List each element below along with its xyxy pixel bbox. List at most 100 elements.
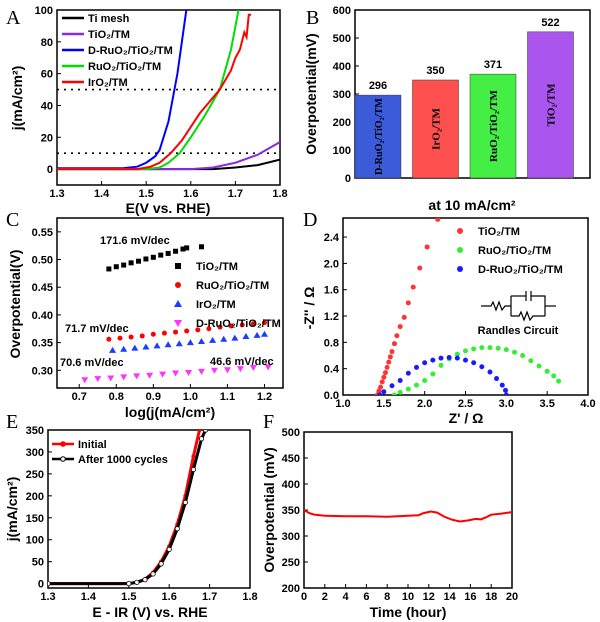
y-tick-label: 400	[282, 479, 300, 491]
data-point	[228, 323, 234, 329]
resistor-symbol	[511, 310, 545, 322]
series-line-1	[57, 141, 280, 171]
x-tick-label: 6	[363, 591, 369, 603]
data-point	[487, 369, 493, 375]
data-point	[422, 378, 428, 384]
data-point	[146, 372, 154, 379]
x-tick-label: 2.0	[417, 398, 432, 410]
data-point	[220, 335, 228, 342]
data-point	[446, 354, 452, 360]
data-point	[424, 244, 430, 250]
legend-marker	[60, 456, 66, 462]
data-point	[209, 336, 217, 343]
x-tick-label: 10	[402, 591, 414, 603]
data-point	[261, 320, 267, 326]
x-tick-label: 4.0	[580, 398, 595, 410]
x-tick-label: 16	[464, 591, 476, 603]
data-point	[391, 392, 397, 395]
y-tick-label: 20	[41, 132, 53, 144]
data-point	[174, 526, 180, 532]
bar-category-label: RuO₂/TiO₂/TM	[488, 90, 500, 162]
panel-letter-b: B	[306, 7, 319, 29]
y-tick-label: 2.4	[324, 232, 340, 244]
legend-marker	[457, 247, 463, 253]
x-tick-label: 2.5	[458, 398, 473, 410]
data-point	[382, 370, 388, 376]
x-tick-label: 1.8	[272, 188, 287, 200]
x-tick-label: 1.4	[94, 188, 110, 200]
panel-letter-a: A	[6, 7, 21, 29]
slope-annotation: 171.6 mV/dec	[100, 235, 170, 247]
data-point	[405, 370, 411, 376]
data-point	[120, 345, 128, 352]
data-point	[479, 364, 485, 370]
y-tick-label: 0	[345, 173, 351, 185]
data-point	[175, 340, 183, 347]
data-point	[206, 326, 212, 332]
data-point	[386, 359, 392, 365]
data-point	[173, 248, 179, 254]
data-point	[503, 347, 509, 353]
data-point	[190, 466, 197, 473]
plot-frame-a	[56, 9, 281, 186]
y-axis-title: Overpotential (mV)	[261, 447, 277, 572]
y-axis-title: j(mA/cm²)	[9, 66, 25, 132]
data-point	[159, 371, 167, 378]
y-tick-label: 0.30	[32, 365, 53, 377]
x-tick-label: 1.3	[40, 591, 55, 603]
data-point	[253, 331, 261, 338]
data-point	[414, 382, 419, 388]
y-tick-label: 0	[47, 164, 53, 176]
data-point	[48, 581, 51, 587]
panel-letter-e: E	[6, 411, 18, 433]
data-point	[150, 331, 156, 337]
y-tick-label: 400	[333, 61, 351, 73]
data-point	[391, 341, 397, 347]
y-tick-label: 0	[38, 579, 44, 591]
data-point	[197, 368, 205, 375]
data-point	[136, 258, 142, 264]
data-point	[512, 349, 517, 355]
data-point	[544, 368, 550, 374]
y-tick-label: 100	[35, 5, 53, 17]
x-tick-label: 1.1	[220, 391, 235, 403]
data-point	[197, 337, 205, 344]
series-line-2	[57, 10, 188, 170]
data-point	[438, 362, 444, 368]
y-tick-label: 0.0	[324, 390, 339, 402]
data-point	[106, 266, 112, 272]
bar-value-label: 522	[541, 17, 559, 29]
data-point	[161, 330, 167, 336]
data-point	[454, 351, 460, 357]
x-tick-label: 18	[485, 591, 497, 603]
y-tick-label: 250	[26, 469, 44, 481]
data-point	[109, 346, 117, 353]
data-point	[126, 581, 132, 587]
legend-marker	[174, 320, 182, 327]
x-tick-label: 12	[423, 591, 435, 603]
legend-label: Ti mesh	[88, 13, 130, 25]
legend-label: IrO₂/TM	[88, 77, 128, 89]
x-tick-label: 1.7	[202, 591, 217, 603]
data-point	[397, 378, 403, 384]
x-tick-label: 0.8	[109, 391, 124, 403]
x-axis-title: Z' / Ω	[449, 410, 484, 426]
data-point	[384, 364, 390, 370]
y-tick-label: 50	[32, 557, 44, 569]
data-point	[172, 370, 180, 377]
data-point	[397, 324, 403, 330]
legend-marker	[457, 228, 463, 234]
data-point	[139, 333, 145, 339]
data-point	[494, 376, 500, 382]
legend-marker	[60, 441, 66, 447]
data-point	[217, 324, 223, 330]
x-axis-title: E - IR (V) vs. RHE	[92, 604, 207, 620]
data-point	[239, 322, 245, 328]
series-line-3	[57, 10, 240, 171]
x-tick-label: 1.5	[376, 398, 391, 410]
x-tick-label: 1.3	[49, 188, 64, 200]
x-tick-label: 1.6	[162, 591, 177, 603]
data-point	[417, 265, 423, 271]
inset-label: Randles Circuit	[478, 325, 559, 337]
data-point	[121, 262, 127, 268]
